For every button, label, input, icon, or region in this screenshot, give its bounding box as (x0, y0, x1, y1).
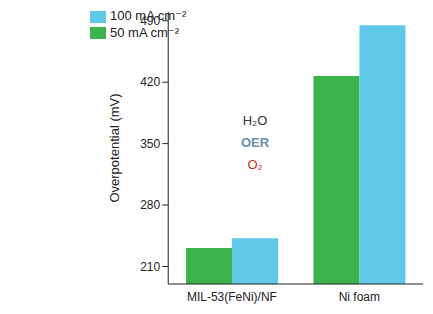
svg-text:210: 210 (140, 260, 160, 274)
svg-text:MIL-53(FeNi)/NF: MIL-53(FeNi)/NF (187, 290, 277, 304)
svg-text:490: 490 (140, 14, 160, 28)
svg-text:280: 280 (140, 198, 160, 212)
svg-text:350: 350 (140, 137, 160, 151)
svg-text:Overpotential (mV): Overpotential (mV) (107, 93, 122, 202)
svg-text:Ni foam: Ni foam (339, 290, 380, 304)
svg-text:420: 420 (140, 75, 160, 89)
